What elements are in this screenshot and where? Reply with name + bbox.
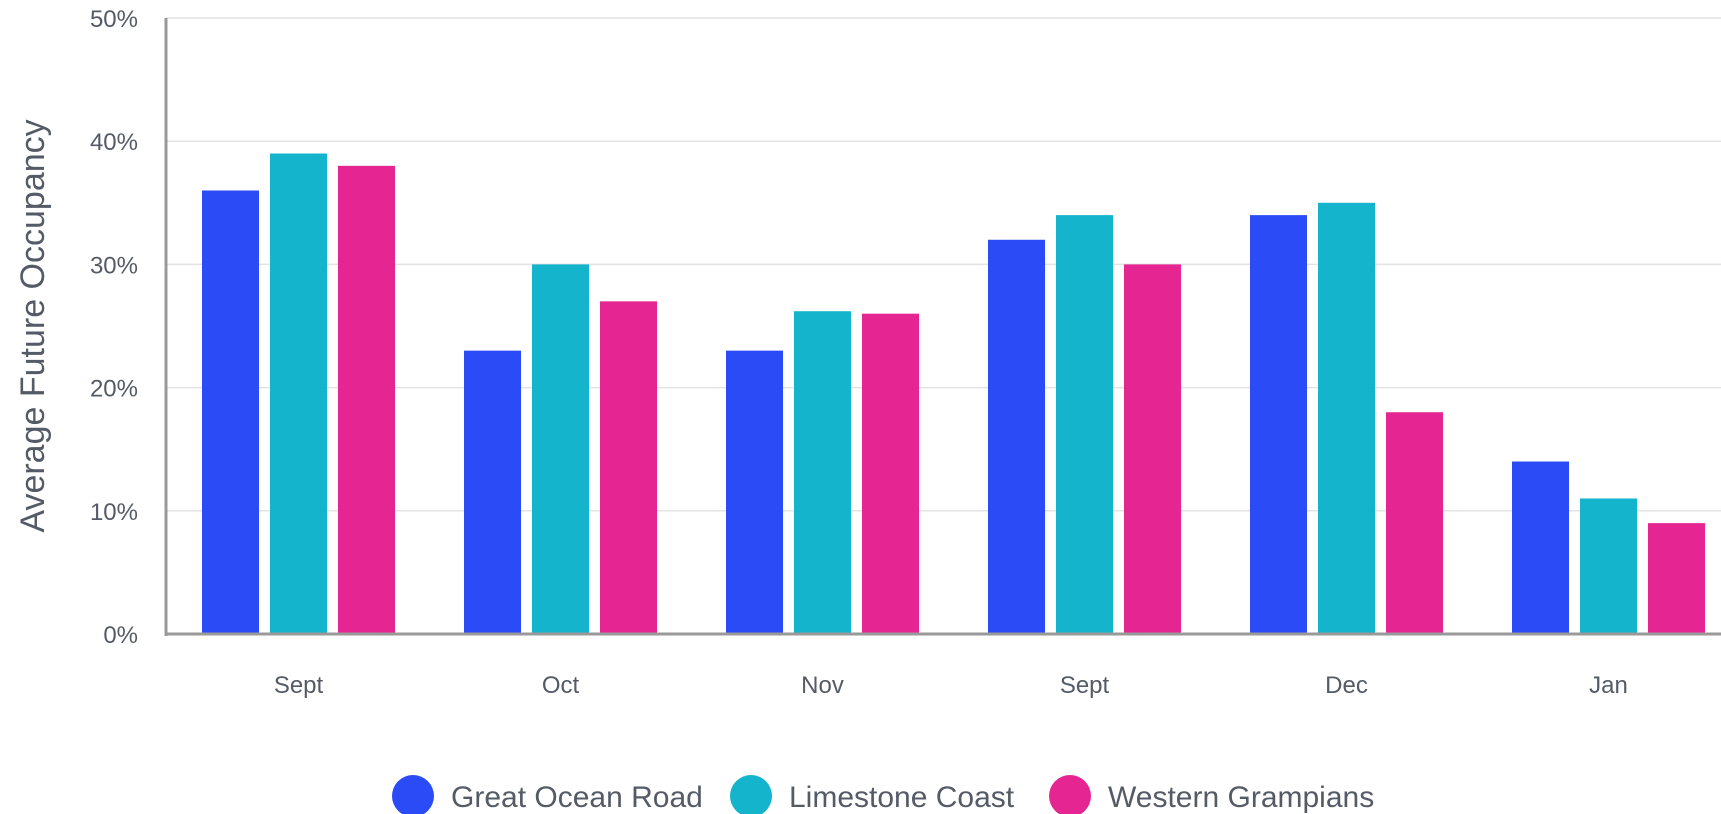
y-tick-labels: 0% 10% 20% 30% 40% 50% bbox=[90, 6, 138, 649]
y-tick-label: 40% bbox=[90, 129, 138, 156]
y-axis-label: Average Future Occupancy bbox=[14, 119, 52, 532]
y-tick-label: 20% bbox=[90, 376, 138, 403]
x-tick-labels: Sept Oct Nov Sept Dec Jan bbox=[274, 672, 1628, 699]
y-tick-label: 10% bbox=[90, 499, 138, 526]
bar bbox=[1124, 264, 1181, 634]
legend-swatch bbox=[1049, 775, 1091, 814]
x-tick-label: Jan bbox=[1589, 672, 1628, 699]
bar bbox=[794, 311, 851, 634]
x-tick-label: Oct bbox=[542, 672, 580, 699]
bar bbox=[1318, 202, 1375, 635]
legend: Great Ocean Road Limestone Coast Western G… bbox=[392, 775, 1374, 814]
legend-swatch bbox=[392, 775, 434, 814]
bar bbox=[1512, 461, 1569, 634]
legend-label: Great Ocean Road bbox=[451, 781, 703, 814]
y-tick-label: 0% bbox=[103, 622, 138, 649]
bar bbox=[1056, 215, 1113, 634]
y-tick-label: 30% bbox=[90, 252, 138, 279]
bar bbox=[202, 190, 259, 635]
bar bbox=[1386, 412, 1443, 634]
bar bbox=[1648, 523, 1705, 634]
bars bbox=[202, 153, 1705, 635]
bar bbox=[464, 350, 521, 634]
x-tick-label: Sept bbox=[274, 672, 324, 699]
bar bbox=[270, 153, 327, 634]
legend-label: Western Grampians bbox=[1108, 781, 1374, 814]
x-tick-label: Dec bbox=[1325, 672, 1368, 699]
bar bbox=[1580, 498, 1637, 634]
bar bbox=[988, 239, 1045, 634]
bar bbox=[532, 264, 589, 634]
x-tick-label: Sept bbox=[1060, 672, 1110, 699]
legend-swatch bbox=[730, 775, 772, 814]
gridlines bbox=[166, 17, 1721, 512]
bar bbox=[726, 350, 783, 634]
bar bbox=[862, 313, 919, 634]
y-tick-label: 50% bbox=[90, 6, 138, 33]
legend-label: Limestone Coast bbox=[789, 781, 1015, 814]
bar bbox=[600, 301, 657, 634]
bar bbox=[1250, 215, 1307, 634]
bar bbox=[338, 165, 395, 634]
x-tick-label: Nov bbox=[801, 672, 844, 699]
